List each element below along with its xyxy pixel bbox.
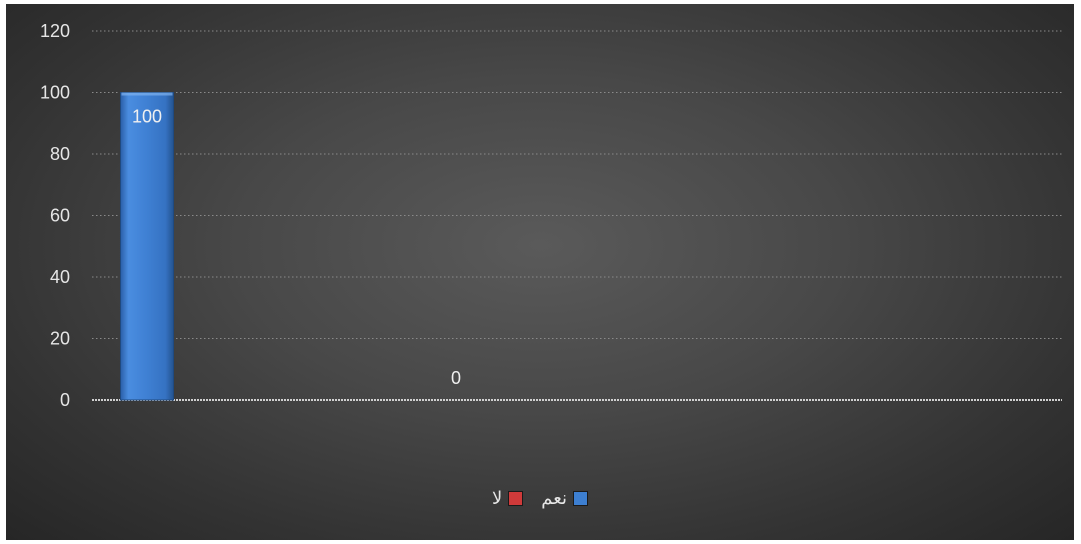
legend-entry-yes: نعم: [541, 488, 588, 509]
y-tick-label: 60: [50, 206, 70, 226]
data-label: 0: [451, 368, 461, 388]
legend-label-yes: نعم: [541, 488, 567, 509]
bar-yes: [120, 92, 174, 401]
y-tick-label: 40: [50, 267, 70, 287]
chart-area: 0 20 40 60 80 100 120 100 0 نعم لا: [6, 4, 1074, 540]
y-axis-tick-labels: 0 20 40 60 80 100 120: [40, 21, 70, 410]
bars: [120, 92, 174, 401]
data-label: 100: [132, 107, 162, 127]
bar-highlight: [121, 92, 173, 96]
legend-entry-no: لا: [492, 488, 524, 509]
data-labels: 100 0: [132, 107, 461, 389]
gridlines: [92, 30, 1062, 401]
legend: نعم لا: [6, 488, 1074, 509]
legend-label-no: لا: [492, 488, 503, 509]
y-tick-label: 80: [50, 144, 70, 164]
y-tick-label: 20: [50, 329, 70, 349]
plot-area: 0 20 40 60 80 100 120 100 0: [40, 21, 1062, 410]
legend-swatch-yes: [572, 491, 588, 506]
y-tick-label: 120: [40, 21, 70, 41]
y-tick-label: 100: [40, 83, 70, 103]
legend-swatch-no: [508, 491, 524, 506]
y-tick-label: 0: [60, 390, 70, 410]
